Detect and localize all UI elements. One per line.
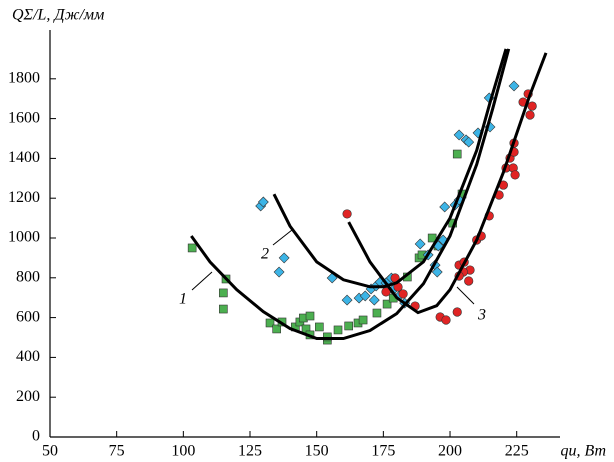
- x-tick-label: 125: [238, 443, 262, 460]
- fit-curve: [272, 48, 508, 289]
- point: [508, 80, 520, 92]
- y-tick-label: 0: [32, 428, 40, 445]
- y-tick-label: 600: [16, 308, 40, 325]
- x-tick-label: 150: [305, 443, 329, 460]
- point: [315, 322, 324, 332]
- point: [431, 266, 443, 278]
- point: [439, 201, 451, 213]
- curve-label: 3: [477, 307, 486, 324]
- point: [219, 288, 228, 298]
- point: [326, 272, 338, 284]
- point: [510, 170, 520, 180]
- point: [368, 294, 380, 306]
- point: [187, 243, 197, 253]
- point: [272, 324, 281, 334]
- point: [437, 234, 449, 246]
- x-tick-label: 225: [505, 443, 529, 460]
- y-tick-label: 800: [16, 268, 40, 285]
- point: [525, 110, 535, 120]
- point: [453, 129, 465, 141]
- point: [323, 332, 332, 342]
- point: [427, 233, 437, 243]
- point: [265, 318, 275, 328]
- y-tick-label: 1200: [8, 189, 40, 206]
- point: [414, 238, 426, 250]
- point: [464, 276, 474, 286]
- point: [452, 149, 462, 159]
- x-tick-label: 50: [42, 443, 58, 460]
- y-tick-label: 1000: [8, 229, 40, 246]
- y-axis-title: QΣ/L, Дж/мм: [12, 7, 104, 24]
- point: [219, 304, 228, 314]
- point: [527, 101, 537, 111]
- callout-line: [456, 286, 475, 305]
- point: [441, 315, 451, 325]
- curve-label: 2: [261, 246, 269, 263]
- point: [398, 289, 408, 299]
- point: [333, 325, 343, 335]
- callout-line: [191, 271, 213, 291]
- y-tick-label: 1400: [8, 149, 40, 166]
- curve-label: 1: [179, 291, 187, 308]
- fit-curve: [190, 48, 511, 340]
- point: [344, 321, 353, 331]
- point: [452, 307, 462, 317]
- point: [359, 290, 371, 302]
- x-axis-title: qи, Вт: [560, 443, 606, 460]
- point: [382, 299, 392, 309]
- point: [381, 287, 391, 297]
- x-tick-label: 175: [371, 443, 395, 460]
- point: [463, 136, 475, 148]
- x-tick-label: 75: [109, 443, 125, 460]
- point: [273, 266, 285, 278]
- point: [372, 308, 382, 318]
- point: [341, 294, 353, 306]
- y-tick-label: 1600: [8, 109, 40, 126]
- point: [342, 209, 352, 219]
- point: [278, 252, 290, 264]
- x-tick-label: 100: [171, 443, 195, 460]
- callout-line: [272, 229, 293, 246]
- point: [257, 196, 269, 208]
- x-tick-label: 200: [438, 443, 462, 460]
- y-tick-label: 1800: [8, 69, 40, 86]
- point: [305, 311, 315, 321]
- y-tick-label: 200: [16, 388, 40, 405]
- y-tick-label: 400: [16, 348, 40, 365]
- fit-curve: [347, 52, 548, 315]
- point: [358, 315, 368, 325]
